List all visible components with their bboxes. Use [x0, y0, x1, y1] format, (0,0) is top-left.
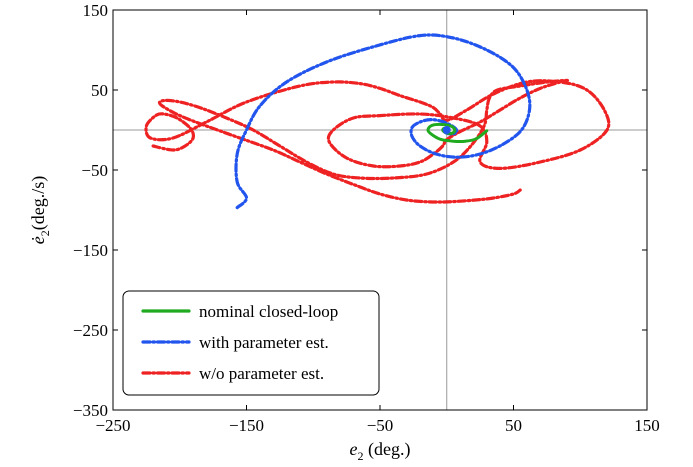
legend-label: nominal closed-loop [199, 302, 338, 321]
y-tick-label: 150 [83, 1, 109, 20]
origin-point [442, 126, 451, 134]
legend: nominal closed-loop with parameter est. w/… [122, 290, 380, 396]
y-tick-labels: 150 50 −50 −150 −250 −350 [73, 1, 108, 420]
y-axis-title: ė2(deg./s) [28, 176, 52, 244]
y-tick-label: −250 [73, 321, 108, 340]
y-tick-label: −350 [73, 401, 108, 420]
x-tick-label: 50 [505, 416, 522, 435]
y-tick-label: −50 [81, 161, 108, 180]
y-tick-label: 50 [91, 81, 108, 100]
x-tick-label: −150 [229, 416, 264, 435]
legend-box [122, 290, 380, 396]
x-axis-title: e2 (deg.) [350, 439, 411, 463]
legend-label: w/o parameter est. [199, 364, 324, 383]
legend-items: nominal closed-loop with parameter est. w/… [141, 302, 338, 383]
crosshair-lines [113, 10, 647, 410]
series-layer [144, 33, 611, 210]
x-tick-labels: −250 −150 −50 50 150 [95, 416, 659, 435]
y-tick-label: −150 [73, 241, 108, 260]
x-tick-label: −50 [367, 416, 394, 435]
tick-marks [112, 9, 648, 411]
x-tick-label: −250 [95, 416, 130, 435]
x-tick-label: 150 [634, 416, 660, 435]
series-line-without-estimation [144, 78, 611, 204]
legend-label: with parameter est. [199, 333, 329, 352]
series-line-with-estimation [234, 33, 532, 210]
